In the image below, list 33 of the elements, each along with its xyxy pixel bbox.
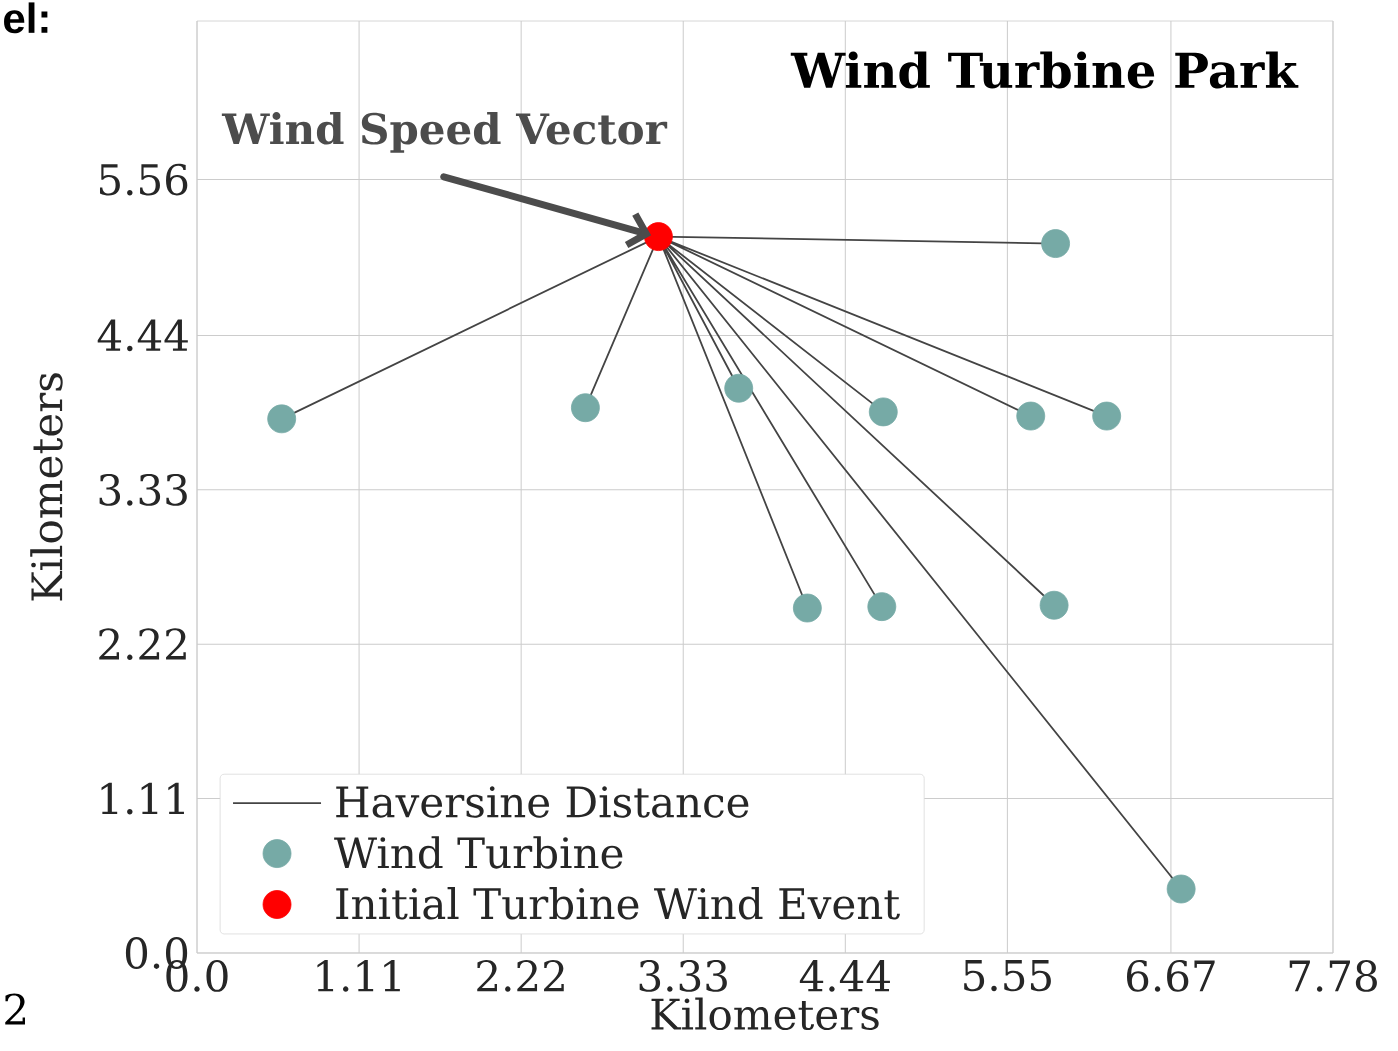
x-axis-title: Kilometers bbox=[651, 997, 879, 1031]
text: el: bbox=[4, 2, 48, 34]
legend-label: Haversine Distance bbox=[336, 786, 749, 818]
point bbox=[571, 393, 600, 423]
point bbox=[1166, 874, 1196, 904]
point bbox=[644, 222, 673, 252]
annotation: Wind Speed Vector bbox=[221, 112, 668, 153]
y-tick-label: 1.11 bbox=[101, 782, 184, 815]
point bbox=[867, 592, 897, 622]
point bbox=[868, 397, 898, 427]
point bbox=[1092, 401, 1122, 431]
x-tick-label: 4.44 bbox=[799, 960, 890, 992]
text: 2 bbox=[5, 993, 25, 1025]
point bbox=[1016, 401, 1046, 431]
legend-label: Wind Turbine bbox=[334, 836, 623, 869]
x-tick-label: 1.11 bbox=[317, 960, 400, 992]
point bbox=[792, 593, 822, 623]
point bbox=[1041, 229, 1070, 258]
x-tick-label: 2.22 bbox=[477, 960, 564, 992]
y-tick-label: 2.22 bbox=[99, 628, 186, 661]
point bbox=[724, 373, 754, 403]
y-tick-label: 5.56 bbox=[99, 163, 188, 196]
point bbox=[267, 404, 297, 434]
x-tick-label: 7.78 bbox=[1289, 960, 1377, 992]
legend-label: Initial Turbine Wind Event bbox=[336, 887, 900, 920]
x-tick-label: 6.67 bbox=[1126, 960, 1215, 992]
y-tick-label: 4.44 bbox=[97, 319, 188, 352]
text: Wind Turbine Park bbox=[790, 51, 1299, 89]
y-axis-title: Kilometers bbox=[30, 373, 63, 601]
point bbox=[1039, 590, 1069, 620]
x-tick-label: 3.33 bbox=[639, 960, 727, 992]
x-tick-label: 5.55 bbox=[964, 960, 1051, 992]
y-tick-label: 3.33 bbox=[99, 473, 187, 506]
